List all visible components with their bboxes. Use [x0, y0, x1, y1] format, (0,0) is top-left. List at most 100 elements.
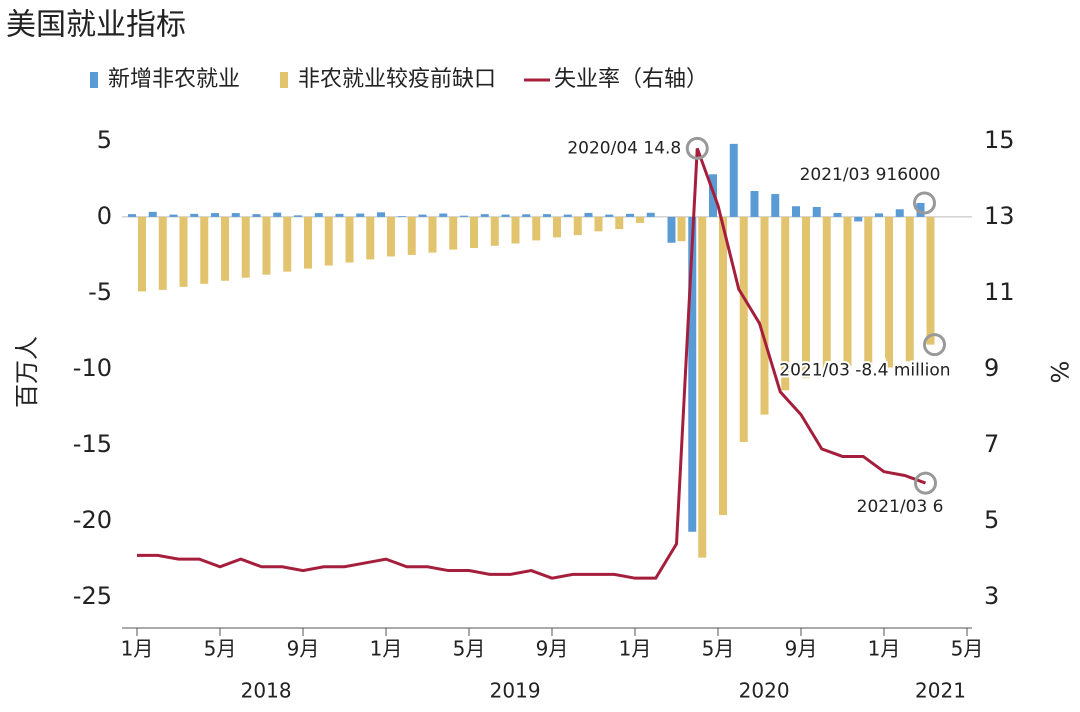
bar	[273, 212, 282, 217]
annotation-circle	[685, 136, 709, 160]
legend-swatch	[90, 72, 98, 88]
bar	[636, 216, 644, 223]
x-tick-label: 1月	[370, 637, 403, 661]
x-tick-label: 5月	[702, 637, 735, 661]
year-label: 2019	[490, 679, 541, 703]
y-axis-label: 百万人	[13, 336, 41, 408]
bar	[356, 213, 365, 217]
bar	[646, 212, 655, 217]
year-label: 2020	[739, 679, 790, 703]
bar	[626, 213, 634, 217]
bar	[283, 216, 292, 272]
bar	[812, 206, 821, 217]
bar	[407, 216, 416, 255]
bar	[470, 216, 478, 249]
y-tick-label: -20	[73, 506, 112, 534]
bar	[304, 216, 312, 269]
bar	[905, 216, 914, 362]
chart-title: 美国就业指标	[6, 8, 186, 43]
bar	[460, 215, 468, 217]
bar	[688, 216, 697, 532]
bar	[335, 213, 344, 217]
bar	[864, 216, 873, 371]
bar	[138, 216, 146, 292]
x-tick-label: 1月	[121, 637, 154, 661]
y2-tick-label: 11	[984, 278, 1015, 306]
bar	[573, 216, 582, 236]
annotation: 2020/04 14.8	[567, 138, 681, 158]
annotation-circle	[923, 333, 946, 357]
y2-tick-label: 3	[984, 582, 999, 610]
bar	[377, 212, 385, 217]
annotation: 2021/03 6	[857, 497, 944, 517]
annotation-circle	[914, 471, 937, 495]
bar	[875, 213, 883, 217]
bar	[895, 209, 904, 217]
annotation: 2021/03 916000	[800, 165, 941, 185]
legend-label: 非农就业较疫前缺口	[298, 67, 496, 92]
bar	[677, 216, 686, 242]
y2-axis-label: %	[1045, 361, 1073, 384]
bar	[719, 216, 727, 516]
bar	[480, 214, 489, 217]
bar	[169, 214, 178, 217]
bar	[179, 216, 188, 287]
bar	[190, 213, 199, 217]
x-tick-label: 5月	[453, 637, 486, 661]
bar	[345, 216, 354, 263]
bar	[885, 216, 893, 368]
bar	[781, 216, 790, 391]
bar	[594, 216, 603, 232]
bar	[916, 202, 925, 217]
y2-tick-label: 13	[984, 202, 1015, 230]
bar	[563, 214, 572, 217]
bar	[833, 212, 842, 217]
bar	[366, 216, 375, 260]
bar	[418, 214, 427, 217]
bar	[729, 143, 738, 217]
bar	[926, 216, 935, 345]
x-tick-label: 1月	[868, 637, 901, 661]
y-tick-label: -10	[73, 354, 112, 382]
bar	[387, 216, 395, 257]
bar	[750, 191, 759, 217]
bar	[802, 216, 810, 379]
y2-tick-label: 15	[984, 126, 1015, 154]
y2-tick-label: 7	[984, 430, 999, 458]
bar	[854, 216, 863, 222]
bar	[522, 214, 531, 217]
bar	[241, 216, 250, 278]
bar	[439, 213, 448, 217]
bar	[698, 216, 707, 558]
y-tick-label: 5	[97, 126, 112, 154]
x-tick-label: 1月	[619, 637, 652, 661]
bar	[792, 206, 800, 217]
annotation: 2021/03 -8.4 million	[779, 361, 950, 381]
bar	[739, 216, 748, 443]
bar	[397, 216, 406, 217]
y-tick-label: -15	[73, 430, 112, 458]
bar	[231, 213, 240, 217]
bar	[428, 216, 437, 253]
bar	[449, 216, 458, 250]
bar	[262, 216, 271, 275]
bar	[543, 214, 551, 217]
bar	[158, 216, 167, 290]
year-label: 2021	[915, 679, 966, 703]
bar	[771, 194, 780, 217]
y-tick-label: -5	[88, 278, 112, 306]
bar	[760, 216, 769, 415]
x-tick-label: 9月	[536, 637, 569, 661]
bar	[667, 216, 676, 243]
bar	[200, 216, 209, 284]
x-tick-label: 9月	[287, 637, 320, 661]
y2-tick-label: 9	[984, 354, 999, 382]
y2-tick-label: 5	[984, 506, 999, 534]
annotation-circle	[913, 191, 936, 215]
bar	[252, 214, 261, 217]
bar	[324, 216, 333, 266]
bar	[501, 214, 510, 217]
line	[137, 147, 927, 580]
legend-label: 失业率（右轴）	[554, 67, 708, 92]
